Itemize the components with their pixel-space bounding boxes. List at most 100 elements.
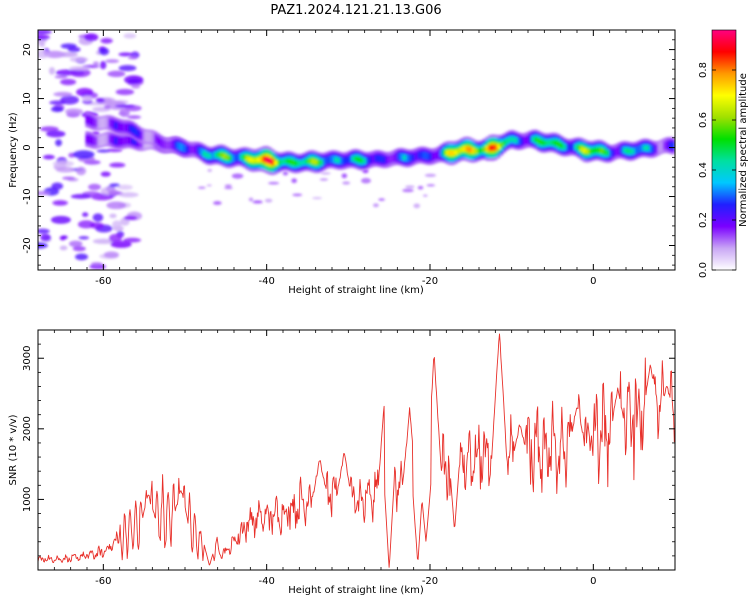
ridge-cell <box>422 151 427 159</box>
colorbar-label: Normalized spectral amplitude <box>738 73 749 227</box>
ridge-cell <box>216 152 221 158</box>
ridge-cell <box>131 137 135 144</box>
noise-blob <box>69 66 90 71</box>
noise-blob <box>118 192 139 198</box>
ridge-cell <box>348 155 352 163</box>
noise-blob <box>252 200 263 204</box>
y-tick-label: 3000 <box>22 346 33 371</box>
ridge-cell <box>85 115 89 124</box>
ridge-cell <box>634 147 638 155</box>
noise-blob <box>81 95 93 102</box>
noise-blob <box>106 201 127 210</box>
ridge-cell <box>557 141 561 147</box>
noise-blob <box>56 51 78 58</box>
ridge-cell <box>299 160 304 166</box>
ridge-cell <box>262 157 267 161</box>
ridge-cell <box>425 152 429 160</box>
noise-blob <box>88 183 102 191</box>
noise-blob <box>206 184 212 187</box>
ridge-cell <box>562 144 567 150</box>
ridge-cell <box>139 131 144 140</box>
spectrogram-x-axis-label: Height of straight line (km) <box>288 285 424 296</box>
ridge-cell <box>599 149 604 153</box>
colorbar-tick-label: 0.4 <box>698 162 709 178</box>
noise-blob <box>50 215 71 224</box>
noise-blob <box>76 87 94 97</box>
ridge-cell <box>311 159 315 163</box>
ridge-cell <box>136 138 141 148</box>
ridge-cell <box>408 154 412 162</box>
x-tick-label: -60 <box>95 576 111 587</box>
noise-blob <box>38 228 50 234</box>
ridge-cell <box>499 143 504 147</box>
ridge-cell <box>517 137 521 145</box>
ridge-cell <box>113 137 118 145</box>
x-tick-label: -20 <box>422 276 438 287</box>
x-tick-label: -40 <box>258 576 274 587</box>
colorbar-gradient <box>712 30 736 270</box>
ridge-cell <box>256 158 261 162</box>
ridge-cell <box>96 117 101 130</box>
noise-blob <box>224 186 233 190</box>
noise-blob <box>89 222 104 229</box>
ridge-cell <box>91 117 95 127</box>
noise-blob <box>360 177 371 184</box>
noise-blob <box>112 220 122 229</box>
ridge-cell <box>302 159 307 165</box>
noise-blob <box>96 149 111 153</box>
ridge-cell <box>331 155 335 163</box>
noise-blob <box>38 30 52 35</box>
ridge-cell <box>368 156 372 164</box>
ridge-cell <box>285 158 289 164</box>
noise-blob <box>264 198 273 203</box>
ridge-cell <box>491 145 495 150</box>
ridge-cell <box>497 145 501 149</box>
noise-blob <box>426 184 436 187</box>
noise-blob <box>207 168 213 172</box>
noise-blob <box>61 235 68 240</box>
ridge-cell <box>551 139 555 145</box>
ridge-cell <box>482 147 487 151</box>
ridge-cell <box>365 157 369 165</box>
ridge-cell <box>399 153 404 161</box>
noise-blob <box>60 78 77 86</box>
ridge-cell <box>622 147 627 153</box>
ridge-cell <box>116 121 121 132</box>
ridge-cell <box>608 150 612 158</box>
colorbar-ticks: 0.0 0.2 0.4 0.6 0.8 <box>698 62 736 278</box>
ridge-cell <box>102 134 106 146</box>
ridge-cell <box>319 159 324 165</box>
y-tick-label: 10 <box>22 92 33 105</box>
ridge-cell <box>182 144 186 152</box>
ridge-cell <box>151 131 155 144</box>
ridge-cell <box>294 160 298 166</box>
ridge-cell <box>139 139 144 148</box>
ridge-cell <box>525 135 529 145</box>
noise-blob <box>42 154 55 160</box>
noise-blob <box>75 253 89 261</box>
ridge-cell <box>428 153 432 160</box>
ridge-cell <box>268 159 272 163</box>
ridge-cell <box>668 142 672 149</box>
noise-blob <box>123 215 138 221</box>
noise-blob <box>65 108 83 115</box>
noise-blob <box>48 67 56 75</box>
noise-blob <box>105 59 120 64</box>
noise-blob <box>213 201 222 205</box>
ridge-cell <box>405 154 409 162</box>
noise-blob <box>320 172 331 175</box>
ridge-cell <box>205 152 209 158</box>
ridge-cell <box>391 153 395 163</box>
ridge-cell <box>419 151 424 159</box>
ridge-cell <box>111 119 115 129</box>
ridge-cell <box>354 156 358 162</box>
noise-blob <box>46 130 66 138</box>
ridge-cell <box>339 157 344 165</box>
noise-blob <box>319 178 329 181</box>
noise-blob <box>131 84 141 89</box>
ridge-cell <box>396 153 401 161</box>
ridge-cell <box>471 149 475 153</box>
x-tick-label: 0 <box>590 576 596 587</box>
noise-blob <box>40 233 51 242</box>
ridge-cell <box>602 149 607 155</box>
